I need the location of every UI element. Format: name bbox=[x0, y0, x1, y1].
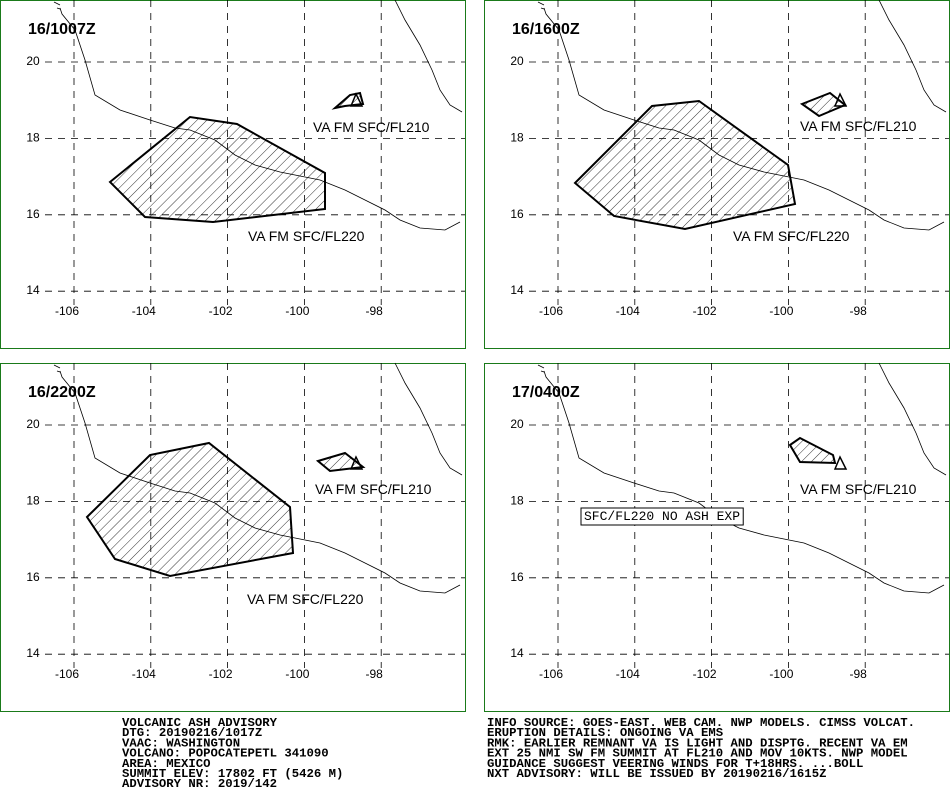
advisory-line: NXT ADVISORY: WILL BE ISSUED BY 20190216… bbox=[487, 767, 826, 781]
panel: -106 -104 -102 -100 -98 20 18 16 14 16/1600Z VA FM… bbox=[484, 0, 950, 349]
lat-tick-label: 16 bbox=[26, 570, 40, 584]
panel-frame bbox=[484, 363, 950, 712]
area-label: VA FM SFC/FL220 bbox=[247, 591, 364, 607]
lon-tick-label: -100 bbox=[285, 667, 309, 681]
lon-tick-label: -104 bbox=[132, 304, 156, 318]
lat-tick-label: 14 bbox=[26, 646, 40, 660]
lat-tick-label: 18 bbox=[510, 493, 524, 507]
area-label: VA FM SFC/FL220 bbox=[733, 228, 850, 244]
advisory-line: ADVISORY NR: 2019/142 bbox=[122, 777, 277, 791]
lat-tick-label: 14 bbox=[510, 283, 524, 297]
lon-tick-label: -106 bbox=[55, 304, 79, 318]
lon-tick-label: -102 bbox=[693, 667, 717, 681]
lon-tick-label: -106 bbox=[539, 667, 563, 681]
lon-tick-label: -98 bbox=[850, 304, 868, 318]
lon-tick-label: -100 bbox=[769, 667, 793, 681]
advisory-line: RMK: EARLIER REMNANT VA IS LIGHT AND DIS… bbox=[487, 736, 908, 750]
lon-tick-label: -100 bbox=[285, 304, 309, 318]
advisory-line: ERUPTION DETAILS: ONGOING VA EMS bbox=[487, 726, 723, 740]
ash-area bbox=[788, 436, 837, 465]
panel: -106 -104 -102 -100 -98 20 18 16 14 16/1007Z VA FM… bbox=[0, 0, 466, 349]
lon-tick-label: -98 bbox=[366, 304, 384, 318]
time-label: 16/2200Z bbox=[28, 384, 96, 401]
ash-area bbox=[108, 115, 326, 224]
lat-tick-label: 18 bbox=[26, 130, 40, 144]
lat-tick-label: 20 bbox=[510, 54, 524, 68]
no-ash-label: SFC/FL220 NO ASH EXP bbox=[584, 509, 740, 524]
lon-tick-label: -100 bbox=[769, 304, 793, 318]
advisory-line: GUIDANCE SUGGEST VEERING WINDS FOR T+18H… bbox=[487, 757, 863, 771]
time-label: 17/0400Z bbox=[512, 384, 580, 401]
area-label: VA FM SFC/FL210 bbox=[315, 481, 432, 497]
lat-tick-label: 20 bbox=[26, 417, 40, 431]
area-label: VA FM SFC/FL210 bbox=[800, 118, 917, 134]
lon-tick-label: -102 bbox=[209, 667, 233, 681]
lon-tick-label: -102 bbox=[693, 304, 717, 318]
lon-tick-label: -104 bbox=[132, 667, 156, 681]
advisory-line: INFO SOURCE: GOES-EAST. WEB CAM. NWP MOD… bbox=[487, 716, 915, 730]
panel-frame bbox=[0, 0, 466, 349]
lat-tick-label: 20 bbox=[510, 417, 524, 431]
panel-frame bbox=[0, 363, 466, 712]
time-label: 16/1007Z bbox=[28, 21, 96, 38]
lon-tick-label: -102 bbox=[209, 304, 233, 318]
coastline bbox=[537, 362, 947, 594]
advisory-line: AREA: MEXICO bbox=[122, 757, 211, 771]
lat-tick-label: 16 bbox=[510, 207, 524, 221]
advisory-line: DTG: 20190216/1017Z bbox=[122, 726, 262, 740]
ash-area bbox=[85, 441, 295, 578]
no-ash-box bbox=[580, 507, 744, 526]
lat-tick-label: 18 bbox=[510, 130, 524, 144]
area-label: VA FM SFC/FL220 bbox=[248, 228, 365, 244]
area-label: VA FM SFC/FL210 bbox=[800, 481, 917, 497]
advisory-line: SUMMIT ELEV: 17802 FT (5426 M) bbox=[122, 767, 343, 781]
ash-area bbox=[573, 99, 797, 231]
lon-tick-label: -104 bbox=[616, 667, 640, 681]
lon-tick-label: -106 bbox=[55, 667, 79, 681]
lat-tick-label: 14 bbox=[510, 646, 524, 660]
advisory-line: VOLCANIC ASH ADVISORY bbox=[122, 716, 278, 730]
area-label: VA FM SFC/FL210 bbox=[313, 119, 430, 135]
lat-tick-label: 16 bbox=[510, 570, 524, 584]
panel: -106 -104 -102 -100 -98 20 18 16 14 16/2200Z VA FM… bbox=[0, 362, 466, 712]
advisory-line: VAAC: WASHINGTON bbox=[122, 736, 240, 750]
lon-tick-label: -98 bbox=[366, 667, 384, 681]
lat-tick-label: 16 bbox=[26, 207, 40, 221]
time-label: 16/1600Z bbox=[512, 21, 580, 38]
lon-tick-label: -106 bbox=[539, 304, 563, 318]
lon-tick-label: -98 bbox=[850, 667, 868, 681]
ash-area bbox=[331, 91, 365, 110]
lon-tick-label: -104 bbox=[616, 304, 640, 318]
lat-tick-label: 14 bbox=[26, 283, 40, 297]
lat-tick-label: 20 bbox=[26, 54, 40, 68]
volcano-marker bbox=[834, 456, 847, 470]
advisory-line: VOLCANO: POPOCATEPETL 341090 bbox=[122, 747, 329, 761]
panel: -106 -104 -102 -100 -98 20 18 16 14 17/0400Z VA FM… bbox=[484, 362, 950, 712]
advisory-line: EXT 25 NMI SW FM SUMMIT AT FL210 AND MOV… bbox=[487, 747, 908, 761]
lat-tick-label: 18 bbox=[26, 493, 40, 507]
